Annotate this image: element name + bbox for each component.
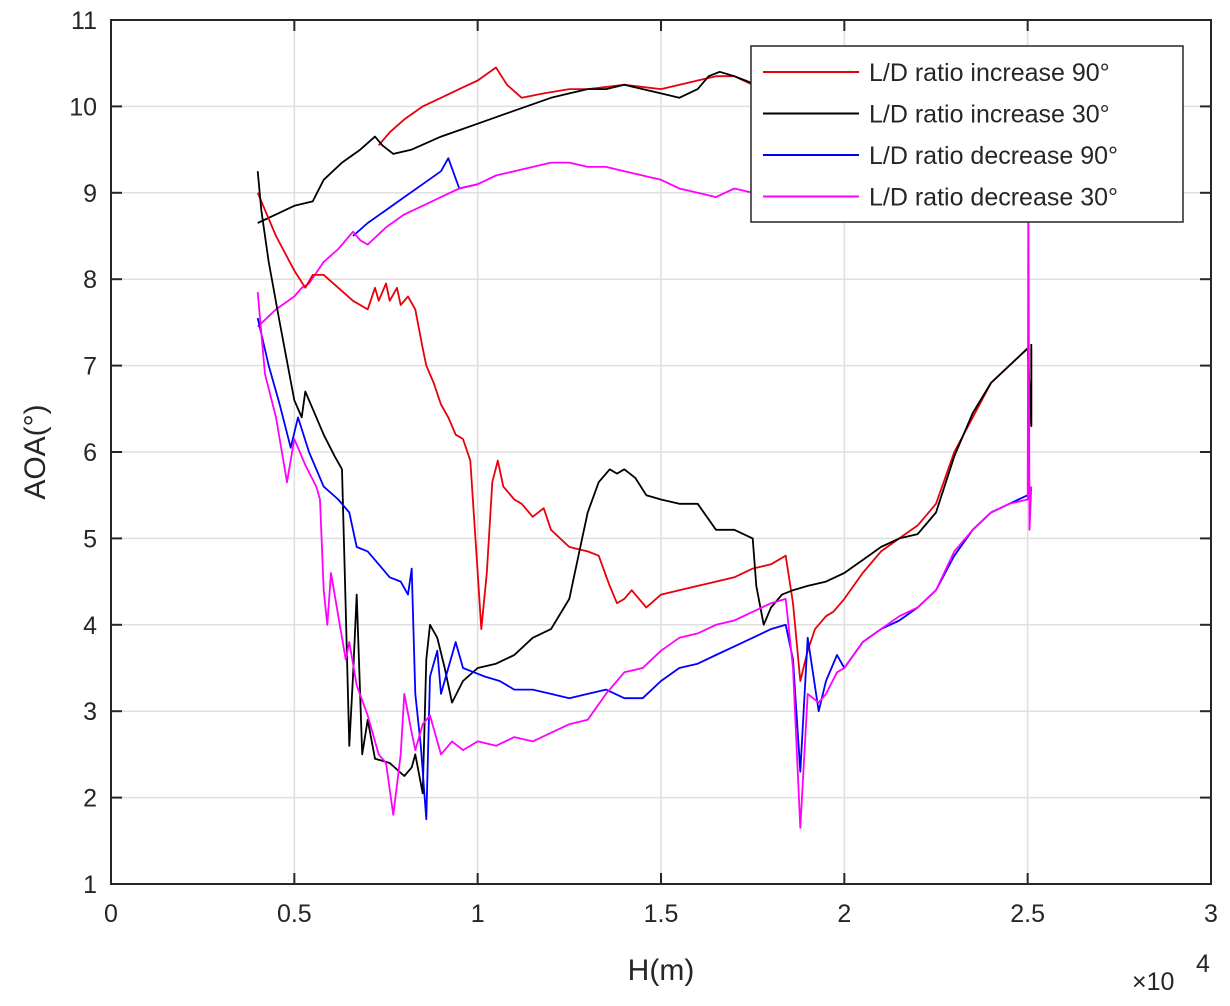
y-tick-label: 11 [71, 7, 97, 35]
y-tick-label: 1 [83, 871, 97, 899]
x-exponent-label: ×10 4 [1132, 950, 1210, 996]
x-tick-label: 2 [837, 900, 851, 928]
y-tick-label: 10 [69, 93, 97, 121]
y-tick-label: 3 [83, 698, 97, 726]
y-tick-label: 6 [83, 439, 97, 467]
x-tick-label: 0 [104, 900, 118, 928]
legend-entry-label: L/D ratio decrease 30° [869, 184, 1118, 212]
y-axis-label: AOA(°) [19, 404, 52, 499]
x-tick-label: 1 [471, 900, 485, 928]
x-axis-label: H(m) [628, 954, 695, 987]
series-branch-line [378, 66, 772, 146]
series-layer [256, 66, 1033, 829]
y-tick-label: 9 [83, 180, 97, 208]
x-tick-label: 3 [1204, 900, 1218, 928]
series-branch-line [257, 161, 772, 328]
series-line [256, 192, 1033, 682]
series-line [256, 200, 1033, 829]
series-branch-line [257, 70, 772, 224]
series-branch-line [352, 157, 478, 237]
y-tick-label: 7 [83, 353, 97, 381]
legend-entry-label: L/D ratio decrease 90° [869, 142, 1118, 170]
y-tick-label: 5 [83, 525, 97, 553]
y-tick-label: 4 [83, 612, 97, 640]
x-tick-label: 2.5 [1010, 900, 1045, 928]
tick-labels: 0 0.5 1 1.5 2 2.5 3 1 2 3 4 5 6 7 8 9 10 11 [69, 7, 1218, 928]
legend-box [750, 45, 1184, 223]
y-tick-label: 2 [83, 785, 97, 813]
legend: L/D ratio increase 90° L/D ratio increase… [750, 45, 1184, 223]
x-exponent-base: ×10 [1132, 968, 1174, 996]
y-tick-label: 8 [83, 266, 97, 294]
tick-marks [110, 19, 1212, 885]
x-exponent-power: 4 [1196, 950, 1210, 978]
x-tick-label: 0.5 [277, 900, 312, 928]
legend-entry-label: L/D ratio increase 30° [869, 101, 1110, 129]
legend-entry-label: L/D ratio increase 90° [869, 59, 1110, 87]
x-tick-label: 1.5 [644, 900, 679, 928]
